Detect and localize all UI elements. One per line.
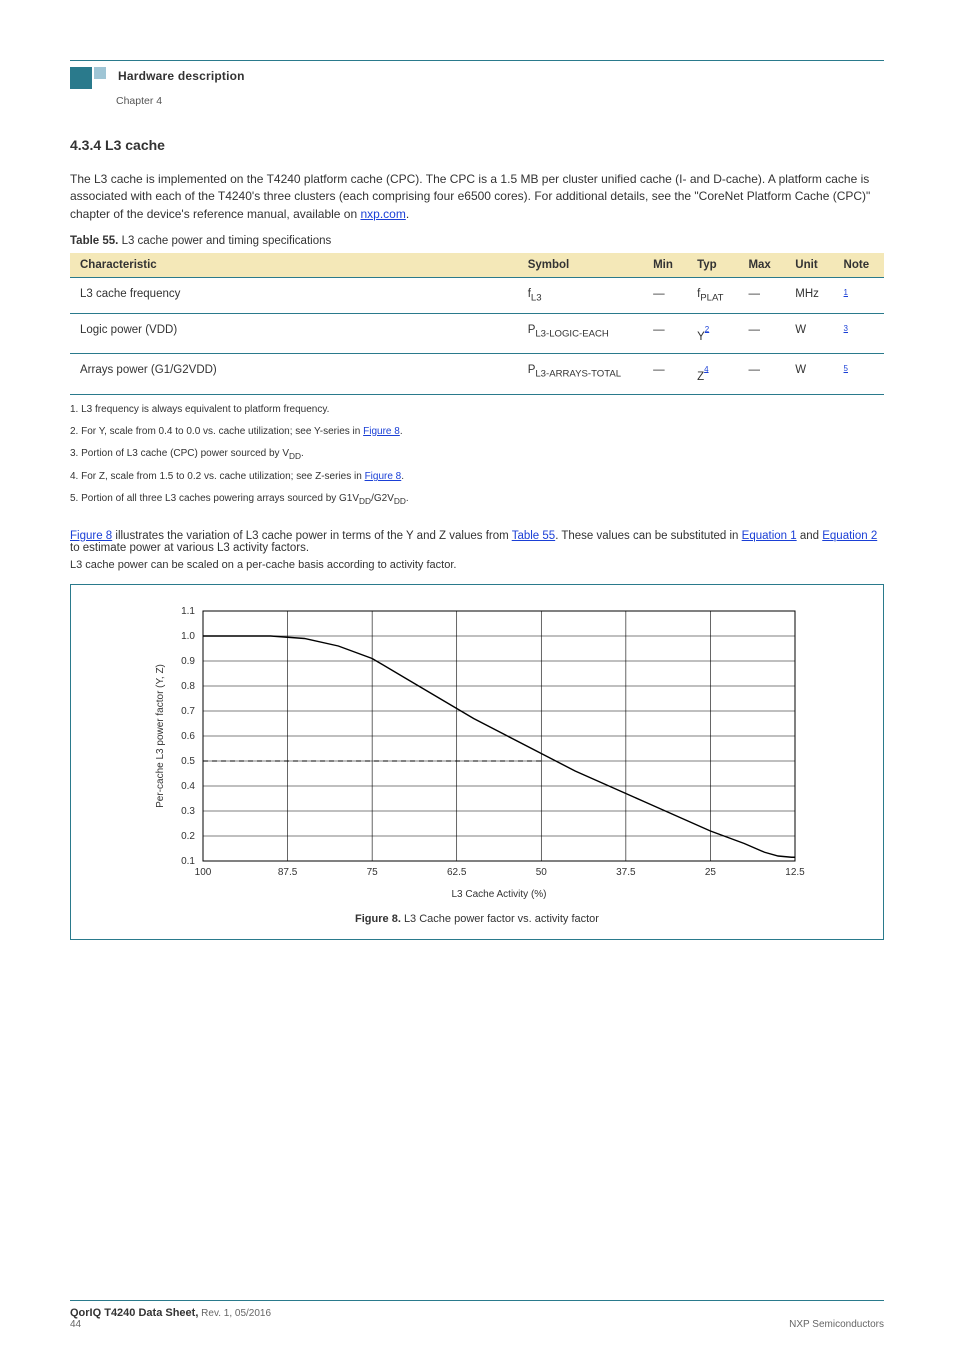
th-max: Max <box>738 253 785 278</box>
figure-box: 100 87.5 75 62.5 50 37.5 25 12.5 1.1 1.0 0.9 0.8 0.7… <box>70 584 884 940</box>
table-row: Arrays power (G1/G2VDD)PL3-ARRAYS-TOTAL—… <box>70 354 884 394</box>
paragraph-text-b: . <box>406 207 409 221</box>
svg-text:50: 50 <box>536 867 548 878</box>
svg-text:87.5: 87.5 <box>278 867 298 878</box>
cell-unit: W <box>785 354 833 394</box>
svg-text:75: 75 <box>367 867 379 878</box>
page-footer: QorIQ T4240 Data Sheet, Rev. 1, 05/2016 … <box>70 1300 884 1330</box>
svg-text:0.8: 0.8 <box>181 681 195 692</box>
svg-text:Per-cache L3 power factor (Y,: Per-cache L3 power factor (Y, Z) <box>155 664 166 808</box>
cell-note: 1 <box>834 278 884 314</box>
table-row: L3 cache frequencyfL3—fPLAT—MHz1 <box>70 278 884 314</box>
cell-min: — <box>643 354 687 394</box>
footnote: 5. Portion of all three L3 caches poweri… <box>70 492 884 508</box>
figure-subcaption: L3 cache power can be scaled on a per-ca… <box>70 558 884 574</box>
th-unit: Unit <box>785 253 833 278</box>
line-chart: 100 87.5 75 62.5 50 37.5 25 12.5 1.1 1.0 0.9 0.8 0.7… <box>147 603 807 903</box>
cell-max: — <box>738 314 785 354</box>
cell-characteristic: Arrays power (G1/G2VDD) <box>70 354 518 394</box>
cell-symbol: fL3 <box>518 278 643 314</box>
cell-min: — <box>643 314 687 354</box>
svg-text:25: 25 <box>705 867 717 878</box>
svg-text:0.2: 0.2 <box>181 831 195 842</box>
footer-company: NXP Semiconductors <box>789 1319 884 1330</box>
th-symbol: Symbol <box>518 253 643 278</box>
th-typ: Typ <box>687 253 738 278</box>
svg-text:0.5: 0.5 <box>181 756 195 767</box>
cell-characteristic: Logic power (VDD) <box>70 314 518 354</box>
cell-max: — <box>738 354 785 394</box>
table-header-row: Characteristic Symbol Min Typ Max Unit N… <box>70 253 884 278</box>
nxp-link[interactable]: nxp.com <box>360 207 405 221</box>
svg-text:0.7: 0.7 <box>181 706 195 717</box>
table-row: Logic power (VDD)PL3-LOGIC-EACH—Y2—W3 <box>70 314 884 354</box>
figure-link-4: Figure 8 <box>365 471 402 482</box>
footer-page: 44 <box>70 1319 271 1330</box>
cell-min: — <box>643 278 687 314</box>
svg-text:37.5: 37.5 <box>616 867 636 878</box>
cell-max: — <box>738 278 785 314</box>
th-characteristic: Characteristic <box>70 253 518 278</box>
svg-text:0.3: 0.3 <box>181 806 195 817</box>
th-min: Min <box>643 253 687 278</box>
cell-typ: Y2 <box>687 314 738 354</box>
figure-link-1[interactable]: Figure 8 <box>70 530 112 542</box>
section-title: 4.3.4 L3 cache <box>70 137 884 153</box>
svg-text:0.9: 0.9 <box>181 656 195 667</box>
footer-rev: Rev. 1, 05/2016 <box>198 1308 271 1319</box>
figure-label-title: L3 Cache power factor vs. activity facto… <box>404 913 599 925</box>
paragraph-text-a: The L3 cache is implemented on the T4240… <box>70 172 870 221</box>
figure-label-num: Figure 8. <box>355 913 404 925</box>
svg-text:0.1: 0.1 <box>181 856 195 867</box>
table-footnotes: 1. L3 frequency is always equivalent to … <box>70 403 884 508</box>
svg-text:0.6: 0.6 <box>181 731 195 742</box>
table-caption-label: Table 55. <box>70 235 118 247</box>
spec-table: Characteristic Symbol Min Typ Max Unit N… <box>70 253 884 394</box>
figure-link-3: Figure 8 <box>363 426 400 437</box>
logo-square-small <box>94 67 106 79</box>
figure-caption-c: and <box>797 530 823 542</box>
chapter-label: Chapter 4 <box>116 95 884 107</box>
header-rule <box>70 60 884 61</box>
cell-typ: Z4 <box>687 354 738 394</box>
figure-caption: Figure 8 illustrates the variation of L3… <box>70 530 884 554</box>
table-caption: Table 55. L3 cache power and timing spec… <box>70 235 884 247</box>
table-caption-text: L3 cache power and timing specifications <box>118 235 331 247</box>
th-note: Note <box>834 253 884 278</box>
cell-characteristic: L3 cache frequency <box>70 278 518 314</box>
svg-text:100: 100 <box>195 867 212 878</box>
equation-link-1[interactable]: Equation 1 <box>742 530 797 542</box>
svg-text:12.5: 12.5 <box>785 867 805 878</box>
logo-square-large <box>70 67 92 89</box>
cell-typ: fPLAT <box>687 278 738 314</box>
cell-symbol: PL3-ARRAYS-TOTAL <box>518 354 643 394</box>
footnote: 3. Portion of L3 cache (CPC) power sourc… <box>70 447 884 463</box>
figure-caption-a: illustrates the variation of L3 cache po… <box>112 530 512 542</box>
cell-symbol: PL3-LOGIC-EACH <box>518 314 643 354</box>
logo <box>70 67 106 89</box>
cell-unit: W <box>785 314 833 354</box>
table-link[interactable]: Table 55 <box>512 530 555 542</box>
svg-text:0.4: 0.4 <box>181 781 195 792</box>
cell-unit: MHz <box>785 278 833 314</box>
footnote: 4. For Z, scale from 1.5 to 0.2 vs. cach… <box>70 470 884 484</box>
figure-caption-d: to estimate power at various L3 activity… <box>70 542 309 554</box>
footnote: 2. For Y, scale from 0.4 to 0.0 vs. cach… <box>70 425 884 439</box>
header-row: Hardware description <box>70 67 884 89</box>
svg-text:L3 Cache Activity (%): L3 Cache Activity (%) <box>451 889 546 900</box>
equation-link-2[interactable]: Equation 2 <box>822 530 877 542</box>
svg-text:62.5: 62.5 <box>447 867 467 878</box>
section-paragraph: The L3 cache is implemented on the T4240… <box>70 171 884 223</box>
cell-note: 5 <box>834 354 884 394</box>
footer-product: QorIQ T4240 Data Sheet, <box>70 1307 198 1319</box>
cell-note: 3 <box>834 314 884 354</box>
svg-text:1.1: 1.1 <box>181 606 195 617</box>
figure-label: Figure 8. L3 Cache power factor vs. acti… <box>95 913 859 925</box>
figure-caption-b: . These values can be substituted in <box>555 530 741 542</box>
header-title: Hardware description <box>118 69 245 83</box>
svg-text:1.0: 1.0 <box>181 631 195 642</box>
chart-container: 100 87.5 75 62.5 50 37.5 25 12.5 1.1 1.0 0.9 0.8 0.7… <box>95 603 859 903</box>
footnote: 1. L3 frequency is always equivalent to … <box>70 403 884 417</box>
